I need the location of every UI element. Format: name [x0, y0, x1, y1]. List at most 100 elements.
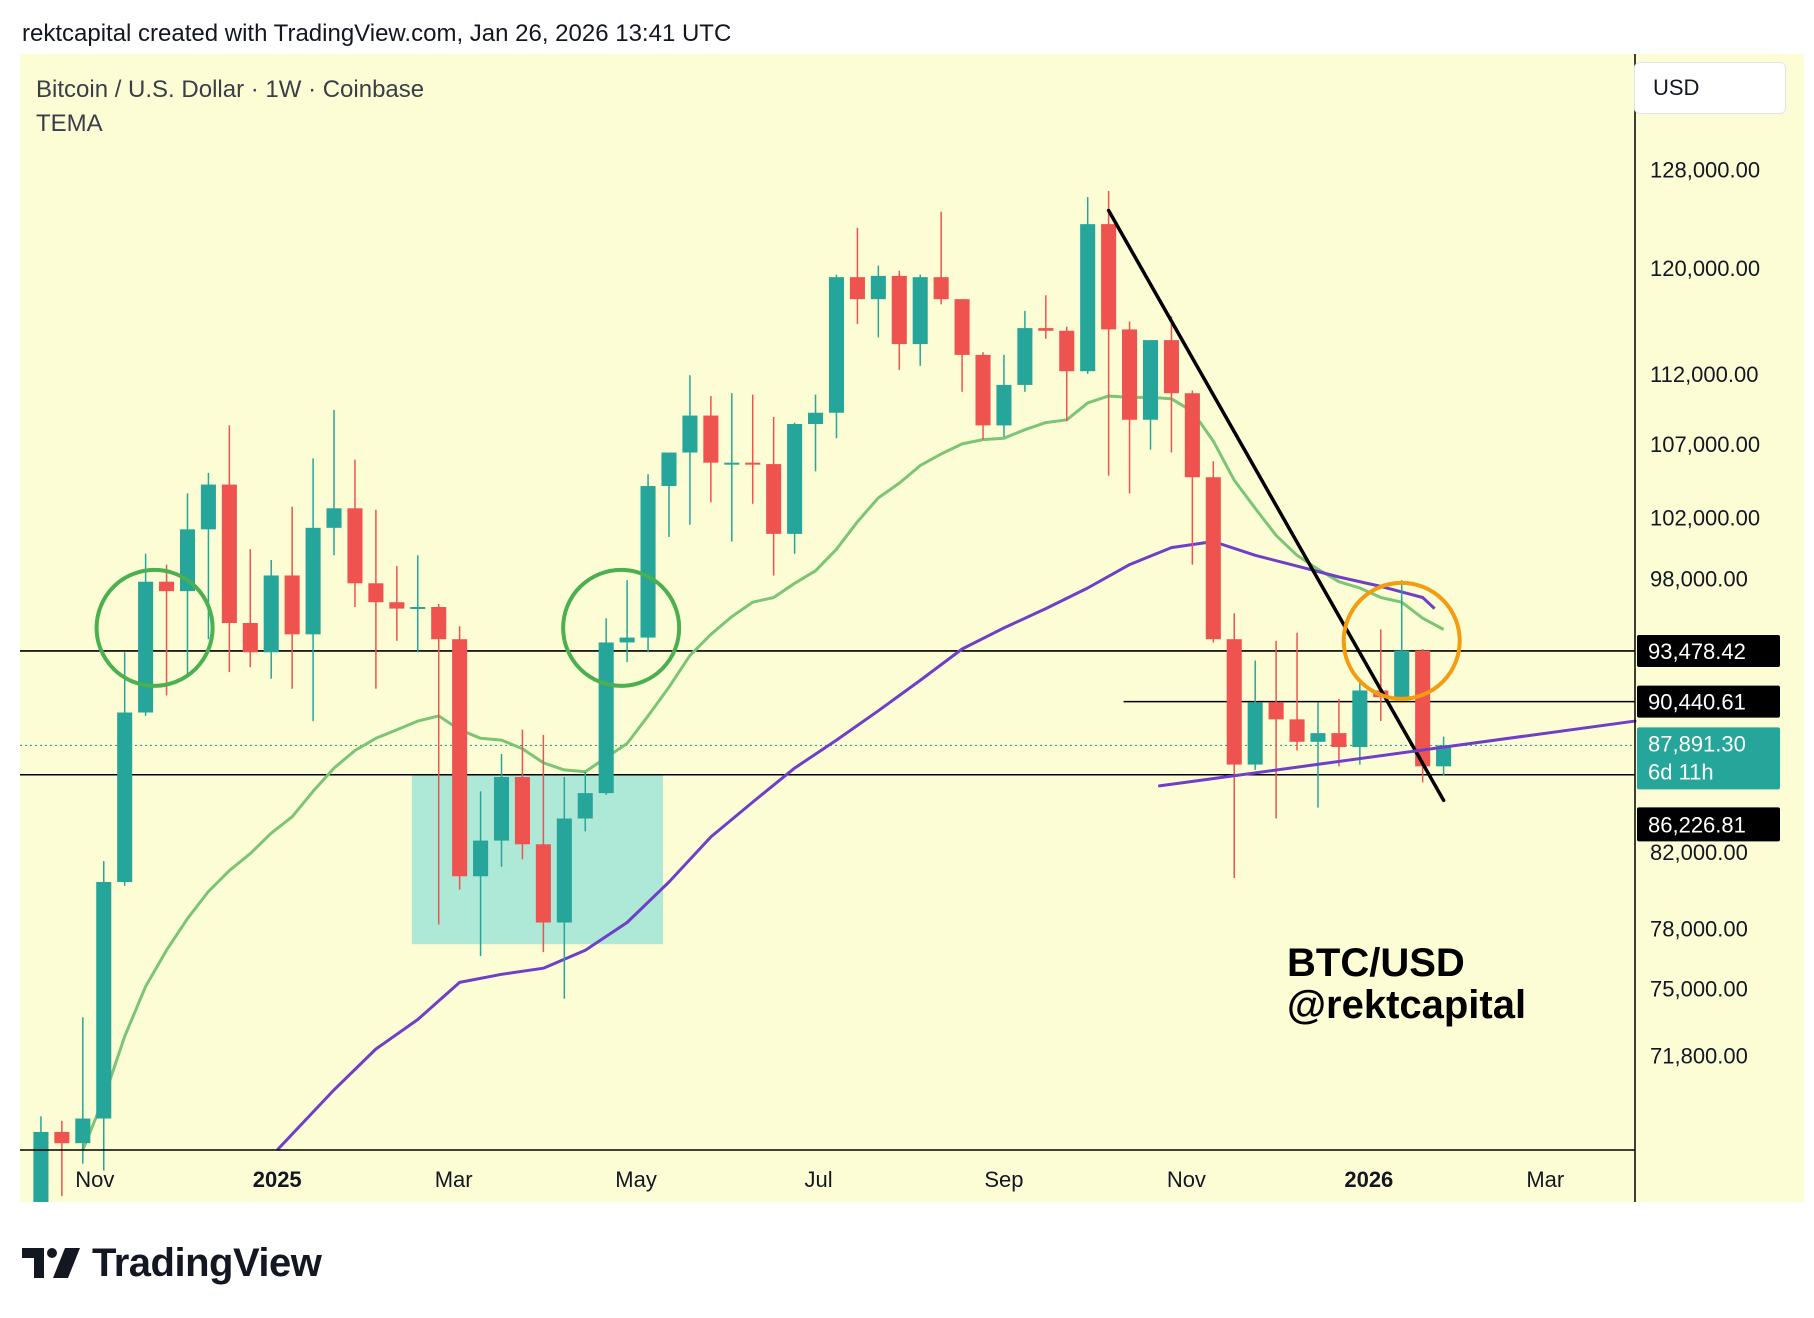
time-tick-label: Mar — [435, 1167, 473, 1192]
candle-body — [1247, 702, 1263, 765]
candle — [326, 409, 342, 556]
candle-body — [431, 606, 447, 640]
price-tick-label: 120,000.00 — [1650, 256, 1760, 281]
price-tick-label: 71,800.00 — [1650, 1043, 1748, 1068]
chart-frame[interactable]: 128,000.00 120,000.00 112,000.00 107,000.00… — [20, 54, 1804, 1202]
candle — [975, 352, 991, 440]
candle — [54, 1120, 70, 1197]
candle — [1163, 316, 1179, 453]
candle — [556, 776, 572, 999]
candle-body — [389, 602, 405, 609]
time-tick-label: Mar — [1526, 1167, 1564, 1192]
candle-body — [724, 462, 740, 465]
candle — [514, 729, 530, 860]
tradingview-footer[interactable]: TradingView — [22, 1238, 322, 1288]
moving-averages-layer — [81, 394, 1445, 1152]
candle-body — [1394, 650, 1410, 698]
circles-layer — [94, 567, 1462, 701]
chart-canvas[interactable]: 128,000.00 120,000.00 112,000.00 107,000.00… — [20, 54, 1804, 1202]
candle — [891, 270, 907, 370]
candle-body — [1436, 745, 1452, 767]
candle-body — [808, 412, 824, 425]
candle-body — [870, 275, 886, 300]
candle — [1184, 390, 1200, 565]
candle — [1038, 295, 1054, 339]
candle — [1142, 340, 1159, 450]
candle — [1268, 640, 1284, 819]
price-tick-label: 112,000.00 — [1650, 362, 1758, 387]
candle — [577, 771, 593, 832]
candle-body — [1017, 328, 1033, 385]
candle-body — [1268, 702, 1284, 720]
candle — [724, 393, 740, 542]
candle — [117, 652, 133, 886]
candle-body — [954, 299, 970, 355]
candle-body — [1415, 650, 1431, 767]
candle-body — [96, 881, 112, 1119]
candle-body — [1059, 330, 1075, 372]
candle-body — [452, 639, 468, 877]
candle — [661, 452, 677, 537]
candle-body — [996, 384, 1012, 426]
candle — [766, 416, 782, 576]
candle-body — [682, 415, 698, 453]
candle — [1017, 310, 1033, 392]
tradingview-logo-icon — [22, 1248, 80, 1278]
candle-body — [640, 486, 656, 638]
price-axis-ticks: 128,000.00 120,000.00 112,000.00 107,000.00… — [1650, 157, 1760, 1068]
price-label-box — [1637, 685, 1780, 718]
candle — [1331, 698, 1347, 767]
candle — [410, 555, 426, 653]
candle-body — [159, 581, 175, 592]
highlight-circle — [561, 567, 682, 688]
candle-body — [975, 354, 991, 426]
candle — [75, 1017, 91, 1164]
symbol-legend[interactable]: Bitcoin / U.S. Dollar · 1W · Coinbase — [36, 76, 425, 103]
candle-body — [661, 452, 677, 487]
candle — [1122, 321, 1138, 494]
candle-body — [1184, 393, 1200, 478]
candle — [849, 227, 865, 325]
candle-body — [849, 277, 865, 300]
candle — [870, 265, 886, 338]
candle — [954, 299, 970, 392]
candle-body — [305, 527, 321, 635]
candle — [1310, 702, 1326, 808]
price-labels-layer: 93,478.42 90,440.61 87,891.30 6d 11h 86,226.… — [1637, 634, 1780, 842]
candle-body — [1352, 690, 1368, 748]
candle-body — [619, 637, 635, 643]
candle-body — [263, 575, 279, 653]
currency-button[interactable]: USD — [1634, 62, 1786, 114]
candle-body — [221, 484, 237, 624]
candle-body — [33, 1131, 49, 1202]
time-tick-label: Sep — [984, 1167, 1023, 1192]
candle-body — [75, 1118, 91, 1144]
candle-body — [54, 1131, 70, 1144]
candle-body — [1310, 733, 1326, 742]
candle-body — [117, 712, 133, 882]
watermark-line-2: @rektcapital — [1287, 983, 1527, 1027]
price-label-box — [1637, 807, 1780, 842]
time-tick-label: Nov — [1167, 1167, 1206, 1192]
candle — [493, 754, 510, 867]
candle — [242, 549, 258, 668]
price-tick-label: 78,000.00 — [1650, 916, 1748, 941]
candle — [535, 734, 551, 953]
attribution-text: rektcapital created with TradingView.com… — [22, 20, 732, 47]
candle — [1205, 461, 1221, 643]
candle-body — [493, 776, 510, 841]
time-tick-label: Jul — [804, 1167, 832, 1192]
candle — [996, 354, 1012, 437]
candle — [452, 626, 468, 890]
price-label-text: 90,440.61 — [1648, 690, 1746, 715]
ema-purple-line — [276, 540, 1436, 1152]
ascending-trendline — [1157, 719, 1637, 788]
price-label-box — [1637, 634, 1780, 667]
candle-body — [242, 623, 258, 653]
candle-body — [1331, 733, 1347, 748]
candle — [305, 458, 321, 722]
candle — [368, 509, 384, 689]
indicator-legend[interactable]: TEMA — [36, 110, 103, 137]
candle-body — [284, 575, 300, 635]
candle — [1247, 660, 1263, 770]
